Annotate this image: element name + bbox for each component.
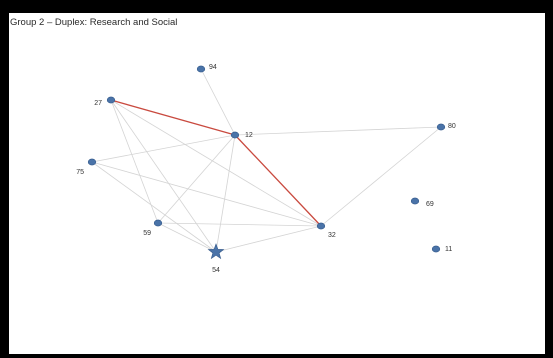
edges-layer [91,68,442,253]
edge-80-32 [320,126,442,227]
node-80 [436,123,446,131]
node-27 [106,96,116,104]
node-label-80: 80 [448,123,456,130]
edge-75-54 [91,161,217,253]
node-label-32: 32 [328,232,336,239]
node-75 [87,158,97,166]
node-label-27: 27 [94,100,102,107]
edge-12-80 [234,126,442,136]
labels-layer: 94 27 12 80 75 69 59 32 11 54 [76,64,456,274]
edge-27-59 [110,99,159,224]
edge-27-54 [110,99,217,253]
edge-59-32 [157,222,322,227]
node-label-12: 12 [245,132,253,139]
node-69 [410,197,420,205]
node-32 [316,222,326,230]
node-12 [230,131,240,139]
nodes-layer [87,65,446,260]
edge-59-54 [157,222,217,253]
highlighted-edge-12-32 [234,134,322,227]
node-label-69: 69 [426,201,434,208]
edge-54-32 [215,225,322,253]
node-label-59: 59 [143,230,151,237]
edge-94-12 [200,68,236,136]
edge-12-54 [215,134,236,253]
diagram-panel [9,13,545,354]
edge-12-75 [91,134,236,163]
node-54-star [207,243,225,260]
diagram-title: Group 2 – Duplex: Research and Social [10,17,178,28]
edge-12-59 [157,134,236,224]
edge-27-32 [110,99,322,227]
node-11 [431,245,441,253]
edge-75-32 [91,161,322,227]
node-label-75: 75 [76,169,84,176]
node-label-11: 11 [445,246,452,253]
highlighted-edge-27-12 [110,99,236,136]
node-label-94: 94 [209,64,217,71]
node-94 [196,65,206,73]
node-label-54: 54 [212,267,220,274]
node-59 [153,219,163,227]
